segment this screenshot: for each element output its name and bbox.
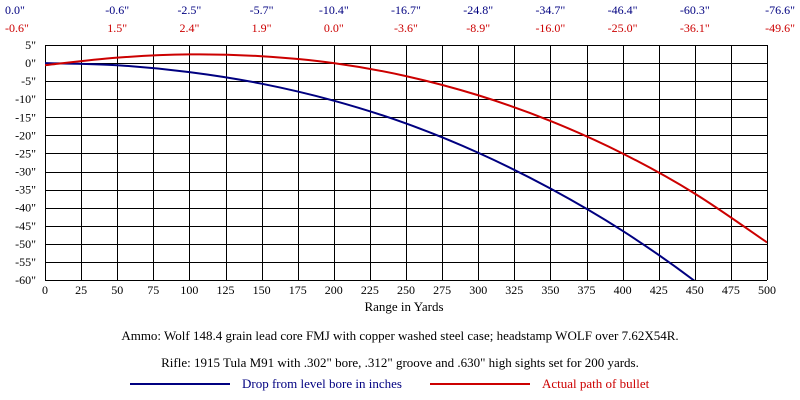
y-tick-label: -5" — [21, 74, 36, 88]
legend-label-drop: Drop from level bore in inches — [242, 376, 402, 391]
x-tick-label: 200 — [325, 283, 343, 297]
series-line-path — [45, 53, 767, 244]
y-axis-ticks: 5" 0" -5" -10" -15" -20" -25" -30" -35" -40" -45" -… — [15, 38, 36, 287]
top-label-drop: -60.3" — [680, 3, 710, 17]
top-label-drop: -5.7" — [250, 3, 274, 17]
x-tick-label: 375 — [578, 283, 596, 297]
x-tick-label: 350 — [541, 283, 559, 297]
top-label-path: 2.4" — [179, 21, 199, 35]
ammo-note: Ammo: Wolf 148.4 grain lead core FMJ wit… — [121, 328, 679, 343]
top-label-path: -36.1" — [680, 21, 710, 35]
rifle-note: Rifle: 1915 Tula M91 with .302" bore, .3… — [161, 355, 639, 370]
y-tick-label: 0" — [25, 56, 36, 70]
y-tick-label: -50" — [15, 237, 36, 251]
x-axis-label: Range in Yards — [364, 299, 443, 314]
x-tick-label: 450 — [686, 283, 704, 297]
x-tick-label: 325 — [505, 283, 523, 297]
legend-label-path: Actual path of bullet — [542, 376, 650, 391]
x-tick-label: 75 — [147, 283, 159, 297]
top-label-path: 1.5" — [107, 21, 127, 35]
x-tick-label: 275 — [433, 283, 451, 297]
x-tick-label: 475 — [722, 283, 740, 297]
legend-swatch-path — [430, 383, 530, 385]
y-tick-label: -20" — [15, 128, 36, 142]
x-tick-label: 250 — [397, 283, 415, 297]
x-tick-label: 0 — [42, 283, 48, 297]
y-tick-label: -35" — [15, 183, 36, 197]
y-tick-label: -60" — [15, 273, 36, 287]
legend-swatch-drop — [130, 383, 230, 385]
top-value-labels: 0.0" -0.6" -2.5" -5.7" -10.4" -16.7" -24.8" -34… — [5, 3, 795, 35]
top-label-path: 0.0" — [324, 21, 344, 35]
top-label-path: -16.0" — [535, 21, 565, 35]
x-tick-label: 125 — [217, 283, 235, 297]
top-label-drop: 0.0" — [5, 3, 25, 17]
top-label-drop: -46.4" — [608, 3, 638, 17]
x-tick-label: 500 — [758, 283, 776, 297]
x-tick-label: 300 — [469, 283, 487, 297]
top-label-drop: -16.7" — [391, 3, 421, 17]
x-tick-label: 225 — [361, 283, 379, 297]
y-tick-label: -25" — [15, 146, 36, 160]
y-tick-label: -15" — [15, 110, 36, 124]
y-tick-label: -10" — [15, 92, 36, 106]
top-label-path: 1.9" — [252, 21, 272, 35]
top-label-drop: -76.6" — [765, 3, 795, 17]
top-label-drop: -2.5" — [177, 3, 201, 17]
top-label-path: -8.9" — [466, 21, 490, 35]
legend-path: Actual path of bullet — [430, 375, 649, 393]
series-lines — [45, 53, 767, 280]
y-tick-label: -55" — [15, 255, 36, 269]
x-tick-label: 400 — [614, 283, 632, 297]
y-tick-label: -30" — [15, 165, 36, 179]
top-label-path: -3.6" — [394, 21, 418, 35]
x-tick-label: 175 — [289, 283, 307, 297]
y-tick-label: -40" — [15, 201, 36, 215]
x-tick-label: 100 — [180, 283, 198, 297]
series-line-drop — [45, 62, 696, 280]
top-label-path: -49.6" — [765, 21, 795, 35]
x-tick-label: 50 — [111, 283, 123, 297]
top-label-drop: -0.6" — [105, 3, 129, 17]
top-label-drop: -34.7" — [535, 3, 565, 17]
x-tick-label: 425 — [650, 283, 668, 297]
y-tick-label: 5" — [25, 38, 36, 52]
top-label-path: -25.0" — [608, 21, 638, 35]
chart-grid — [45, 45, 768, 281]
legend-drop: Drop from level bore in inches — [130, 375, 402, 393]
top-label-path: -0.6" — [5, 21, 29, 35]
y-tick-label: -45" — [15, 219, 36, 233]
top-label-drop: -24.8" — [463, 3, 493, 17]
x-tick-label: 150 — [253, 283, 271, 297]
x-tick-label: 25 — [75, 283, 87, 297]
x-axis-ticks: 0 25 50 75 100 125 150 175 200 225 250 275 300 325 350… — [42, 283, 776, 297]
top-label-drop: -10.4" — [319, 3, 349, 17]
